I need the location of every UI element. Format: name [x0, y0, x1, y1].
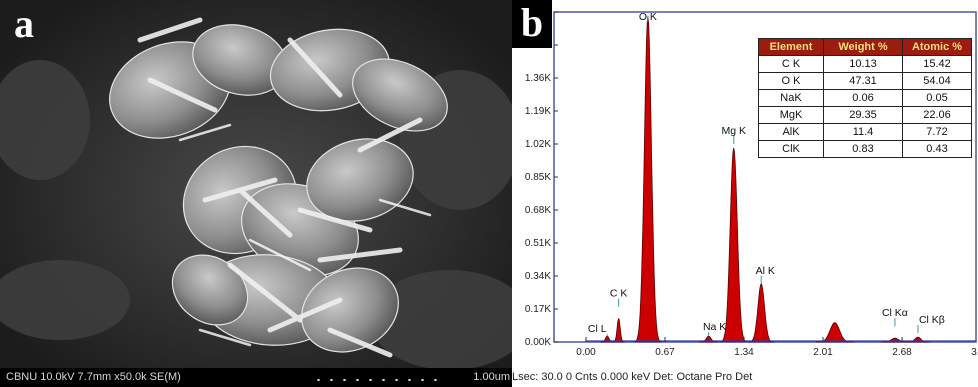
x-tick-label: 1.34 — [734, 347, 754, 358]
table-row: C K 10.13 15.42 — [758, 55, 972, 73]
y-tick-label: 1.36K — [525, 73, 551, 84]
table-row: AlK 11.4 7.72 — [758, 123, 972, 141]
sem-info-text: CBNU 10.0kV 7.7mm x50.0k SE(M) — [6, 371, 181, 383]
table-row: NaK 0.06 0.05 — [758, 89, 972, 107]
peak-label: Al K — [756, 265, 775, 277]
y-tick-label: 0.17K — [525, 304, 551, 315]
spectrum-footer: Lsec: 30.0 0 Cnts 0.000 keV Det: Octane … — [512, 371, 753, 383]
cell-weight: 29.35 — [823, 106, 903, 124]
spectrum-peak — [880, 337, 910, 343]
sem-micrograph — [0, 0, 512, 387]
table-header-row: Element Weight % Atomic % — [758, 38, 972, 56]
y-tick-label: 0.34K — [525, 271, 551, 282]
scale-bar-label: 1.00um — [473, 371, 510, 383]
x-tick-label: 0.00 — [576, 347, 596, 358]
peak-label: Mg K — [721, 125, 746, 137]
cell-weight: 0.83 — [823, 140, 903, 158]
spectrum-peak — [699, 335, 719, 343]
x-tick-label: 2.68 — [892, 347, 912, 358]
spectrum-layer — [586, 15, 976, 343]
peak-label: Cl Kα — [882, 307, 908, 319]
cell-atomic: 7.72 — [902, 123, 972, 141]
cell-element: C K — [758, 55, 824, 73]
cell-atomic: 22.06 — [902, 106, 972, 124]
y-tick-label: 0.00K — [525, 337, 551, 348]
table-row: O K 47.31 54.04 — [758, 72, 972, 90]
cell-element: O K — [758, 72, 824, 90]
peak-label: Na K — [703, 321, 726, 333]
peak-label: Cl Kβ — [919, 314, 945, 326]
header-weight: Weight % — [823, 38, 903, 56]
table-row: ClK 0.83 0.43 — [758, 140, 972, 158]
x-tick-label: 0.67 — [655, 347, 675, 358]
cell-element: AlK — [758, 123, 824, 141]
y-tick-label: 0.51K — [525, 238, 551, 249]
sem-image-panel: a CBNU 10.0kV 7.7mm x50.0k SE(M) 1.00um — [0, 0, 512, 387]
scale-bar — [312, 379, 440, 381]
header-atomic: Atomic % — [902, 38, 972, 56]
table-row: MgK 29.35 22.06 — [758, 106, 972, 124]
sem-info-bar: CBNU 10.0kV 7.7mm x50.0k SE(M) 1.00um — [0, 368, 512, 387]
peak-label: C K — [610, 288, 628, 300]
cell-weight: 10.13 — [823, 55, 903, 73]
x-tick-label: 3.35 — [971, 347, 978, 358]
cell-element: NaK — [758, 89, 824, 107]
peak-label: Cl L — [588, 323, 607, 335]
cell-weight: 11.4 — [823, 123, 903, 141]
cell-atomic: 15.42 — [902, 55, 972, 73]
cell-element: MgK — [758, 106, 824, 124]
cell-atomic: 0.43 — [902, 140, 972, 158]
y-tick-label: 1.02K — [525, 139, 551, 150]
y-tick-label: 1.19K — [525, 106, 551, 117]
y-tick-label: 0.68K — [525, 205, 551, 216]
y-tick-label: 0.85K — [525, 172, 551, 183]
cell-atomic: 54.04 — [902, 72, 972, 90]
panel-a-label: a — [14, 1, 34, 46]
cell-atomic: 0.05 — [902, 89, 972, 107]
eds-spectrum-panel: 0.00K 0.17K 0.34K 0.51K 0.68K 0.85K 1.02K 1.19K… — [512, 0, 978, 387]
cell-element: ClK — [758, 140, 824, 158]
cell-weight: 47.31 — [823, 72, 903, 90]
cell-weight: 0.06 — [823, 89, 903, 107]
panel-b-label: b — [512, 0, 552, 48]
x-tick-label: 2.01 — [813, 347, 833, 358]
spectrum-peak — [906, 336, 930, 343]
eds-composition-table: Element Weight % Atomic % C K 10.13 15.4… — [758, 38, 972, 158]
spectrum-peak — [600, 335, 615, 343]
header-element: Element — [758, 38, 824, 56]
